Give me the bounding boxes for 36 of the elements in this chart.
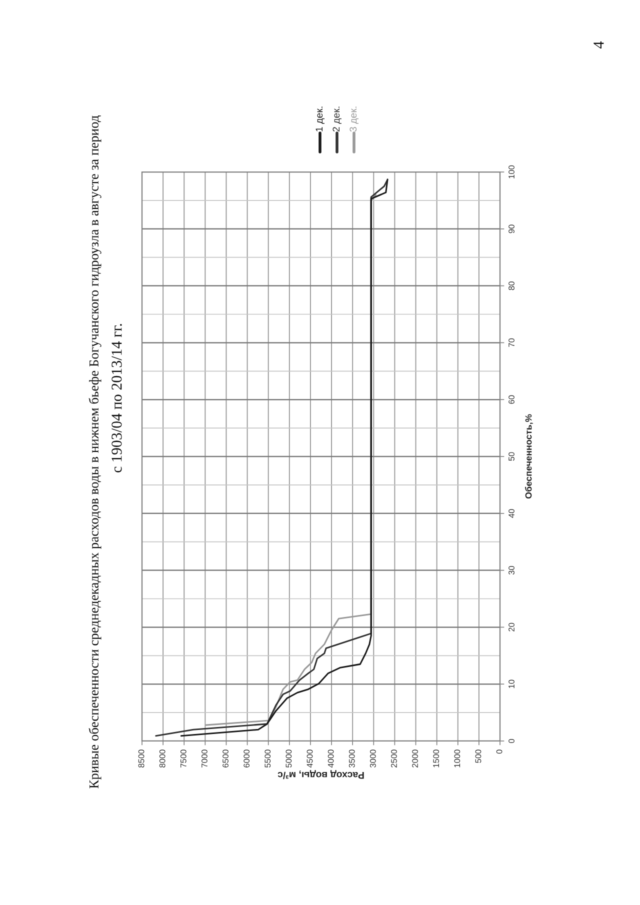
y-tick-label: 70 <box>508 338 514 347</box>
text: 4 <box>594 41 604 49</box>
y-tick-label: 80 <box>508 281 514 290</box>
x-tick-label: 6500 <box>222 750 228 768</box>
y-tick-label: 60 <box>508 395 514 404</box>
x-tick-label: 2000 <box>412 750 418 768</box>
x-tick-label: 5500 <box>264 750 271 768</box>
y-tick-label: 90 <box>508 224 514 234</box>
x-tick-label: 0 <box>496 750 502 754</box>
x-tick-label: 4000 <box>328 750 334 768</box>
x-tick-label: 6000 <box>244 750 250 768</box>
x-tick-label: 2500 <box>391 750 397 768</box>
x-tick-label: 8500 <box>138 750 144 768</box>
y-tick-label: 10 <box>508 680 514 688</box>
y-tick-label: 100 <box>508 165 514 178</box>
x-axis-title: Расход воды, м³/с <box>278 770 364 780</box>
x-tick-label: 7000 <box>202 750 208 768</box>
x-tick-label: 3500 <box>348 750 355 768</box>
x-tick-label: 1000 <box>454 750 460 768</box>
y-tick-label: 20 <box>508 622 514 632</box>
y-tick-label: 0 <box>508 739 514 743</box>
y-tick-label: 30 <box>508 566 514 575</box>
x-tick-label: 8000 <box>159 750 166 768</box>
y-axis-title: Обеспеченность,% <box>524 414 533 499</box>
x-tick-label: 500 <box>475 750 482 763</box>
x-tick-label: 1500 <box>433 750 440 768</box>
text: 2 дек. <box>332 106 342 132</box>
y-tick-label: 40 <box>508 509 514 518</box>
x-tick-label: 7500 <box>180 750 186 768</box>
text: 3 дек. <box>350 106 358 132</box>
text: Кривые обеспеченности среднедекадных расходов воды в нижнем бьефе Богучанского гидроузла в августе за период с 1903/04 по 2013/14 гг. <box>88 116 122 788</box>
x-tick-label: 5000 <box>286 750 292 768</box>
text: 1 дек. <box>316 106 324 132</box>
x-tick-label: 3000 <box>370 750 376 768</box>
x-tick-label: 4500 <box>306 750 313 768</box>
y-tick-label: 50 <box>508 452 514 461</box>
